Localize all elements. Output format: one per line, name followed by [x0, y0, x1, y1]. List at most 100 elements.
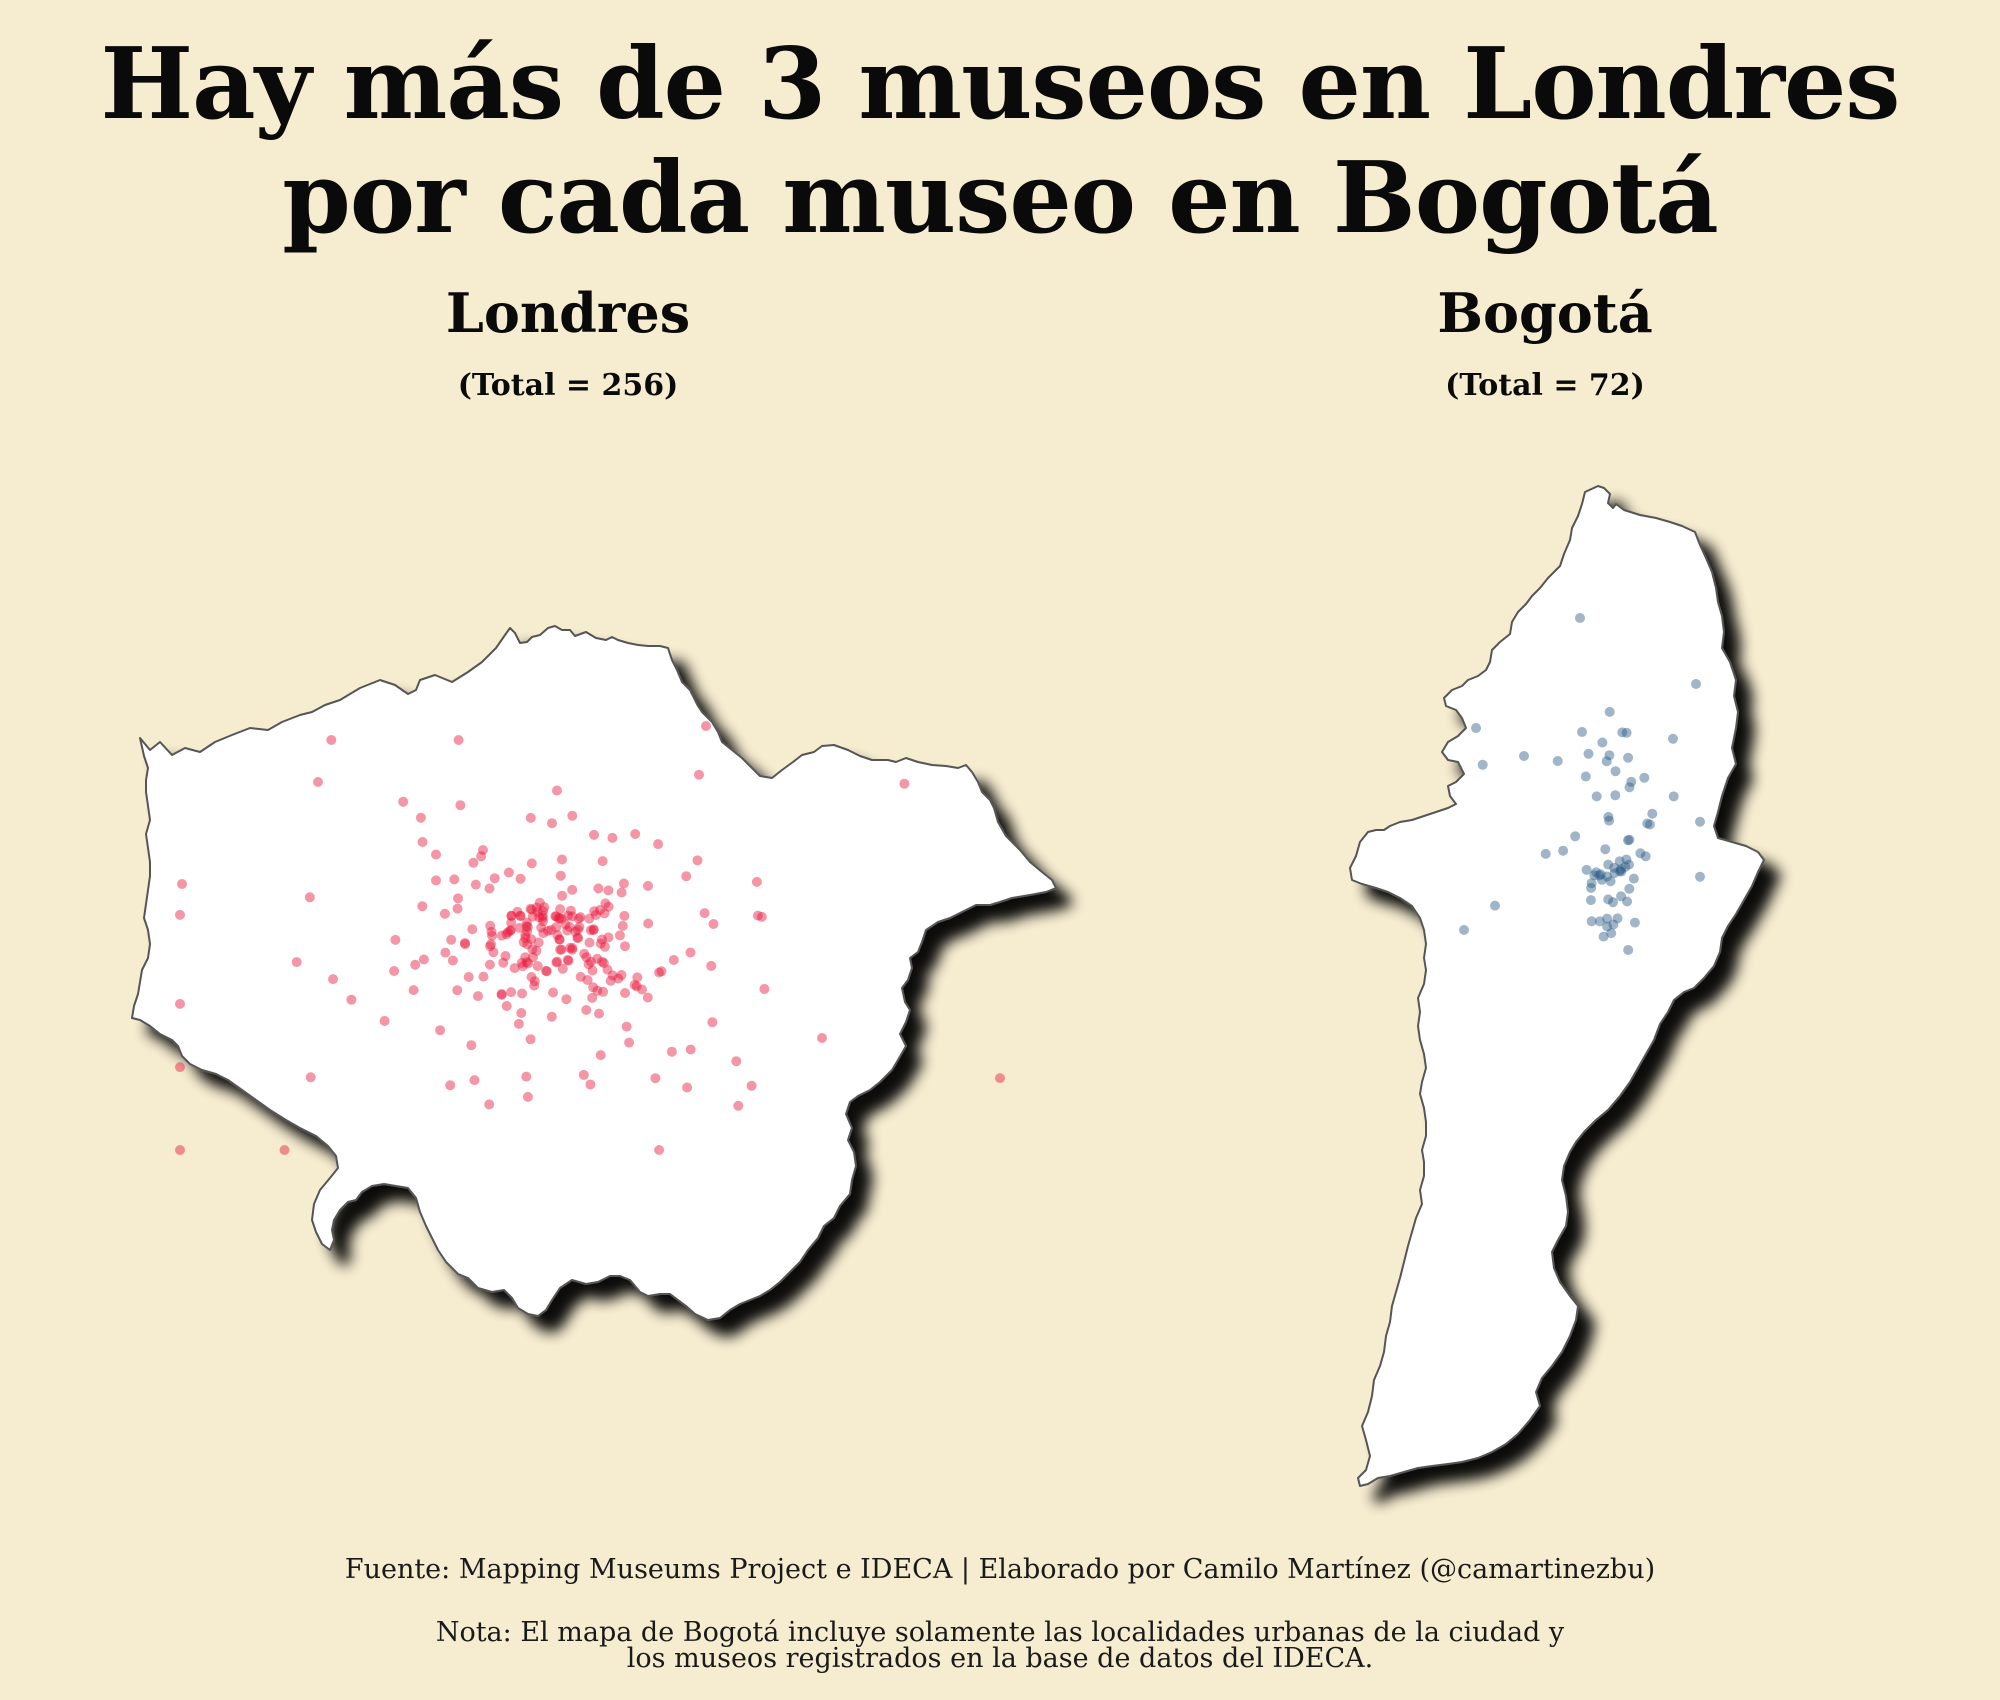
museum-point: [175, 1145, 185, 1155]
bogota-museum-points: [1459, 613, 1705, 955]
museum-point: [1644, 819, 1655, 830]
museum-point: [431, 849, 441, 860]
museum-point: [733, 1100, 744, 1111]
museum-point: [579, 948, 590, 959]
museum-point: [595, 1050, 606, 1061]
museum-point: [541, 966, 552, 977]
museum-point: [552, 930, 563, 941]
museum-point: [581, 952, 592, 963]
museum-point: [619, 910, 630, 921]
museum-point: [547, 818, 557, 829]
museum-point: [328, 974, 338, 985]
chart-title: Hay más de 3 museos en Londres por cada …: [0, 28, 2000, 256]
museum-point: [502, 927, 513, 938]
museum-point: [415, 812, 426, 823]
museum-point: [1558, 845, 1569, 856]
museum-point: [603, 885, 614, 896]
museum-point: [1585, 895, 1596, 906]
museum-point: [1616, 864, 1626, 875]
museum-point: [567, 911, 578, 922]
museum-point: [517, 961, 528, 972]
museum-point: [279, 1145, 290, 1155]
museum-point: [581, 1005, 592, 1015]
museum-point: [506, 910, 517, 921]
museum-point: [1624, 782, 1635, 793]
museum-point: [550, 911, 561, 922]
museum-point: [1604, 815, 1615, 826]
museum-point: [346, 994, 357, 1005]
museum-point: [515, 910, 526, 921]
museum-point: [585, 956, 596, 967]
museum-point: [390, 934, 401, 945]
museum-point: [587, 965, 598, 976]
museum-point: [449, 874, 460, 885]
museum-point: [526, 858, 537, 869]
museum-point: [1603, 859, 1614, 870]
museum-point: [546, 1011, 557, 1022]
museum-point: [1594, 870, 1605, 881]
museum-point: [584, 937, 595, 948]
museum-point: [505, 925, 516, 936]
museum-point: [1621, 727, 1632, 738]
museum-point: [565, 942, 576, 953]
museum-point: [528, 952, 538, 963]
museum-point: [567, 943, 578, 953]
museum-point: [575, 971, 586, 982]
museum-point: [516, 1008, 527, 1018]
museum-point: [597, 856, 608, 867]
museum-point: [1616, 891, 1627, 902]
museum-point: [526, 934, 537, 945]
museum-point: [1595, 869, 1606, 880]
museum-point: [1668, 733, 1678, 744]
museum-point: [1608, 919, 1619, 930]
museum-point: [1605, 876, 1616, 887]
museum-point: [537, 910, 548, 921]
museum-point: [629, 979, 640, 990]
museum-point: [654, 967, 665, 978]
museum-point: [616, 887, 627, 898]
museum-point: [470, 879, 481, 890]
museum-point: [592, 953, 603, 964]
museum-point: [518, 937, 529, 948]
museum-point: [463, 972, 474, 982]
bogota-total-label: (Total = 72): [1445, 368, 1645, 403]
museum-point: [560, 919, 571, 930]
museum-point: [1471, 723, 1481, 733]
museum-point: [417, 837, 428, 847]
museum-point: [546, 925, 557, 935]
museum-point: [1490, 900, 1500, 911]
museum-point: [595, 938, 606, 949]
museum-point: [603, 932, 614, 943]
museum-point: [529, 976, 540, 987]
museum-point: [537, 913, 548, 923]
london-outline: [131, 625, 1057, 1321]
museum-point: [1602, 913, 1613, 924]
museum-point: [542, 925, 553, 936]
museum-point: [567, 944, 578, 955]
museum-point: [551, 922, 562, 933]
museum-point: [699, 908, 710, 919]
museum-point: [175, 909, 185, 920]
museum-point: [536, 922, 547, 933]
museum-point: [706, 960, 717, 971]
museum-point: [1601, 756, 1612, 767]
museum-point: [496, 989, 507, 999]
museum-point: [556, 913, 567, 924]
museum-point: [484, 883, 495, 894]
museum-point: [556, 944, 567, 955]
museum-point: [478, 971, 489, 982]
museum-point: [1635, 848, 1646, 859]
museum-point: [588, 982, 599, 993]
museum-point: [453, 735, 464, 745]
museum-point: [446, 934, 457, 945]
museum-point: [621, 1021, 632, 1032]
museum-point: [1477, 759, 1488, 770]
museum-point: [563, 910, 574, 921]
museum-point: [529, 980, 540, 991]
museum-point: [1695, 871, 1705, 882]
museum-point: [685, 947, 696, 958]
museum-point: [593, 883, 604, 894]
museum-point: [1609, 862, 1620, 873]
museum-point: [532, 907, 543, 917]
museum-point: [573, 913, 584, 924]
